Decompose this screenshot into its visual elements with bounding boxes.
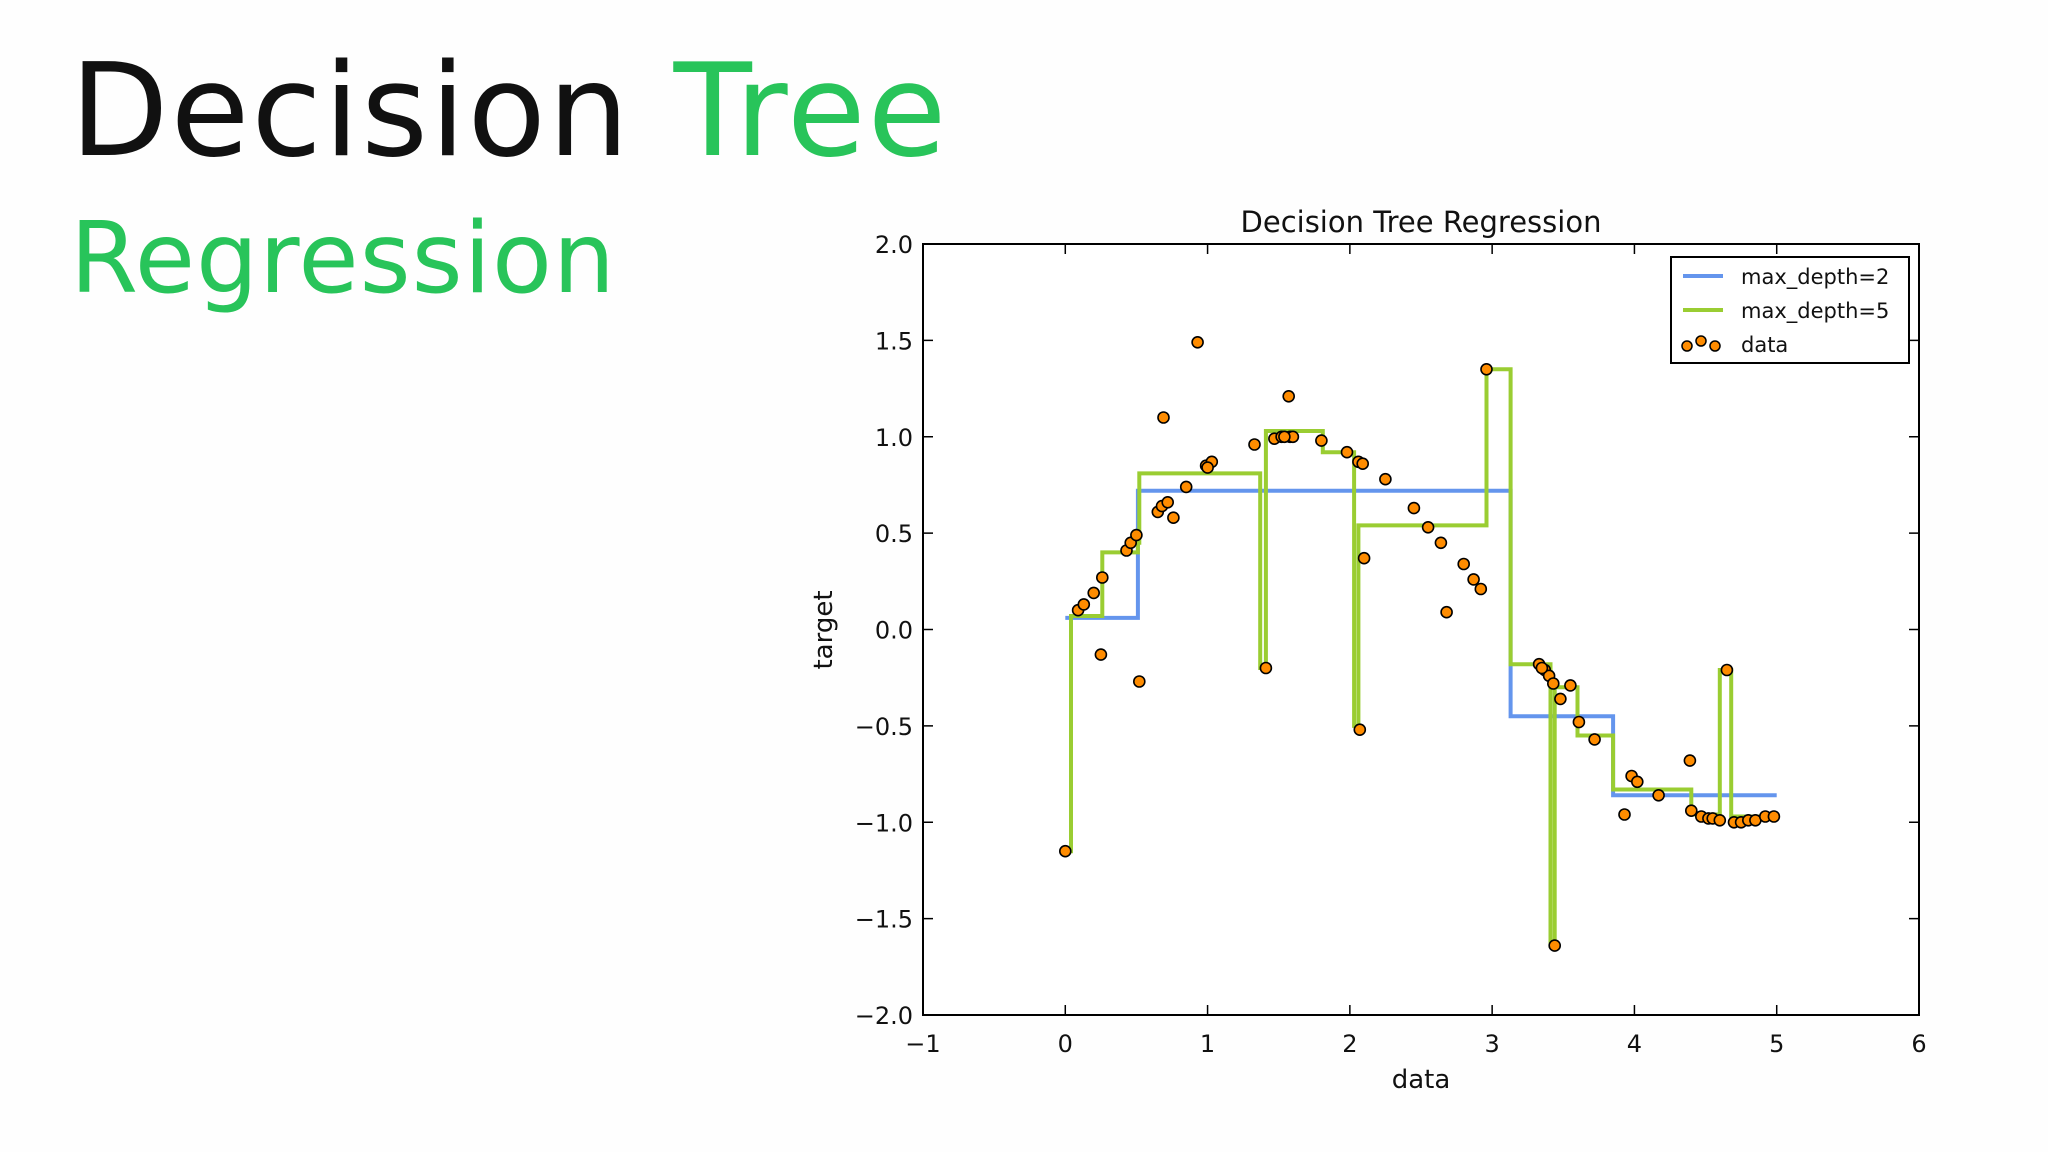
data-point <box>1588 733 1601 746</box>
x-tick-label: 5 <box>1769 1030 1784 1058</box>
data-point <box>1357 551 1371 565</box>
data-point <box>1353 723 1367 737</box>
legend-label-3: data <box>1741 333 1788 357</box>
data-point <box>1278 430 1291 444</box>
x-tick-label: 4 <box>1627 1030 1642 1058</box>
data-point <box>1094 648 1108 661</box>
data-point <box>1191 335 1204 349</box>
data-point <box>1720 663 1734 677</box>
slide-title-word-2: Tree <box>673 37 949 186</box>
data-point <box>1535 661 1549 675</box>
x-tick-label: 3 <box>1485 1030 1500 1058</box>
slide-title-word-1: Decision <box>70 37 631 186</box>
y-tick-label: −1.0 <box>855 809 913 837</box>
data-point <box>1713 813 1727 827</box>
plot-area <box>923 244 1919 1015</box>
data-point <box>1554 692 1567 706</box>
data-point <box>1059 844 1072 858</box>
y-tick-label: 1.5 <box>875 327 913 355</box>
legend-label-1: max_depth=2 <box>1741 265 1889 290</box>
data-point <box>1096 571 1109 584</box>
data-point <box>1157 411 1170 424</box>
y-tick-label: 0.0 <box>875 617 913 645</box>
y-tick-label: 1.0 <box>875 424 913 452</box>
series-line-2 <box>1065 367 1777 948</box>
data-point <box>1564 679 1577 692</box>
chart-title: Decision Tree Regression <box>1241 205 1602 239</box>
y-tick-label: 0.5 <box>875 520 913 548</box>
data-point <box>1652 788 1665 802</box>
data-point <box>1201 461 1214 474</box>
data-point <box>1631 775 1644 789</box>
data-point <box>1685 804 1698 818</box>
x-tick-label: 2 <box>1342 1030 1357 1058</box>
data-point <box>1379 472 1392 486</box>
x-axis-label: data <box>1392 1065 1451 1095</box>
data-point <box>1440 605 1453 619</box>
data-point <box>1548 939 1561 952</box>
x-tick-label: 6 <box>1911 1030 1926 1058</box>
data-point <box>1547 677 1560 690</box>
data-point <box>1259 661 1273 675</box>
slide-title: Decision Tree <box>70 48 948 176</box>
data-point <box>1167 511 1180 525</box>
data-point <box>1572 715 1586 729</box>
data-point <box>1434 536 1448 550</box>
data-point <box>1618 808 1631 821</box>
data-point <box>1356 457 1369 471</box>
data-point <box>1467 573 1480 586</box>
y-tick-label: 2.0 <box>875 231 913 259</box>
y-tick-label: −1.5 <box>855 906 913 934</box>
data-point <box>1130 528 1143 542</box>
legend-marker-data <box>1681 340 1693 352</box>
y-axis-label: target <box>809 590 839 669</box>
data-point <box>1480 362 1493 376</box>
data-point <box>1282 389 1295 403</box>
data-point <box>1457 557 1470 571</box>
y-tick-label: −2.0 <box>855 1002 913 1030</box>
x-tick-label: −1 <box>905 1030 940 1058</box>
data-point <box>1077 598 1091 611</box>
data-point <box>1474 582 1488 596</box>
data-point <box>1767 810 1781 823</box>
x-tick-label: 1 <box>1200 1030 1215 1058</box>
data-point <box>1248 438 1261 451</box>
data-point <box>1421 520 1435 534</box>
data-point <box>1340 445 1354 459</box>
y-tick-label: −0.5 <box>855 713 913 741</box>
data-point <box>1683 754 1697 767</box>
x-tick-label: 0 <box>1058 1030 1073 1058</box>
slide-subtitle: Regression <box>70 202 617 316</box>
data-point <box>1133 675 1146 688</box>
data-point <box>1161 495 1174 509</box>
legend-label-2: max_depth=5 <box>1741 299 1889 324</box>
legend-marker-data <box>1695 335 1707 347</box>
data-point <box>1315 434 1328 447</box>
data-point <box>1407 501 1421 515</box>
legend-marker-data <box>1709 340 1721 352</box>
data-point <box>1087 586 1100 600</box>
data-point <box>1179 480 1193 494</box>
